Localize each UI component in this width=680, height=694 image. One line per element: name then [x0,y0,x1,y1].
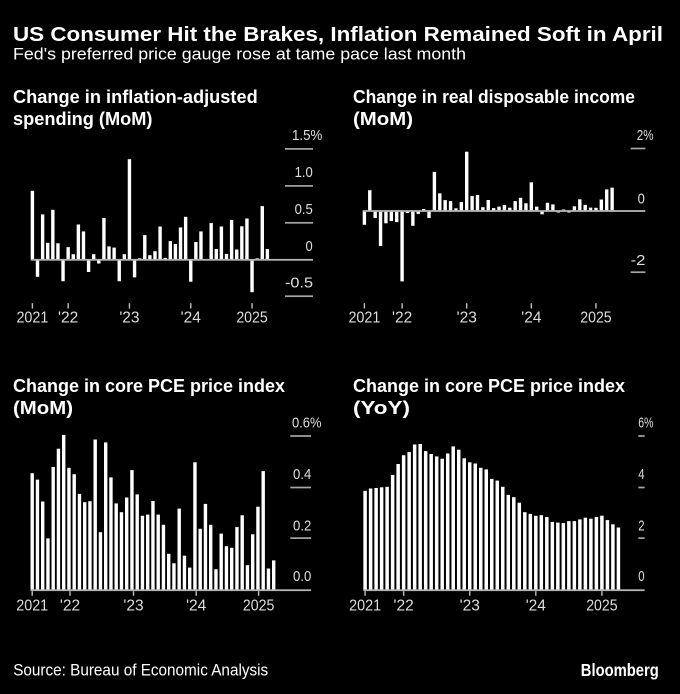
svg-text:-2: -2 [631,252,646,269]
svg-text:Fed's preferred price gauge ro: Fed's preferred price gauge rose at tame… [13,44,466,63]
svg-text:2025: 2025 [236,310,267,327]
svg-text:4: 4 [638,466,644,483]
svg-text:0.6%: 0.6% [292,415,322,432]
svg-text:-0.5: -0.5 [285,274,313,291]
svg-text:(YoY): (YoY) [353,398,410,418]
svg-text:'22: '22 [58,310,78,327]
svg-text:0: 0 [638,568,644,585]
svg-text:Change in inflation-adjusted: Change in inflation-adjusted [13,87,258,107]
svg-text:2%: 2% [637,127,654,144]
svg-text:2021: 2021 [349,597,381,614]
svg-text:'24: '24 [521,310,542,327]
svg-text:'24: '24 [186,597,207,614]
svg-text:0.5: 0.5 [295,201,313,218]
svg-text:2021: 2021 [348,310,380,327]
svg-text:(MoM): (MoM) [353,109,413,129]
svg-text:US Consumer Hit the Brakes, In: US Consumer Hit the Brakes, Inflation Re… [13,23,663,46]
svg-text:6%: 6% [638,415,653,432]
svg-text:Bloomberg: Bloomberg [581,660,659,680]
svg-text:1.0: 1.0 [295,164,313,181]
svg-text:(MoM): (MoM) [13,398,73,418]
svg-text:'24: '24 [181,310,202,327]
svg-text:2025: 2025 [243,597,274,614]
svg-text:'24: '24 [526,597,547,614]
svg-text:'23: '23 [460,597,480,614]
svg-text:'22: '22 [392,310,412,327]
svg-text:0.2: 0.2 [293,517,311,534]
svg-text:'22: '22 [60,597,80,614]
svg-text:'23: '23 [457,310,477,327]
svg-text:'23: '23 [123,597,143,614]
svg-text:'22: '22 [394,597,414,614]
svg-text:Source: Bureau of Economic Ana: Source: Bureau of Economic Analysis [13,661,268,680]
svg-text:'23: '23 [119,310,139,327]
svg-text:0: 0 [638,191,645,208]
svg-text:0: 0 [306,238,313,255]
svg-text:0.4: 0.4 [293,466,311,483]
svg-text:spending (MoM): spending (MoM) [13,109,153,129]
svg-text:2021: 2021 [16,597,48,614]
svg-text:Change in real disposable inco: Change in real disposable income [353,87,635,107]
svg-text:2025: 2025 [580,310,611,327]
svg-text:2025: 2025 [586,597,617,614]
svg-text:Change in core PCE price index: Change in core PCE price index [13,376,285,396]
svg-text:Change in core PCE price index: Change in core PCE price index [353,376,625,396]
svg-text:1.5%: 1.5% [292,127,322,144]
svg-text:0.0: 0.0 [293,568,311,585]
svg-text:2: 2 [638,517,644,534]
svg-text:2021: 2021 [16,310,48,327]
